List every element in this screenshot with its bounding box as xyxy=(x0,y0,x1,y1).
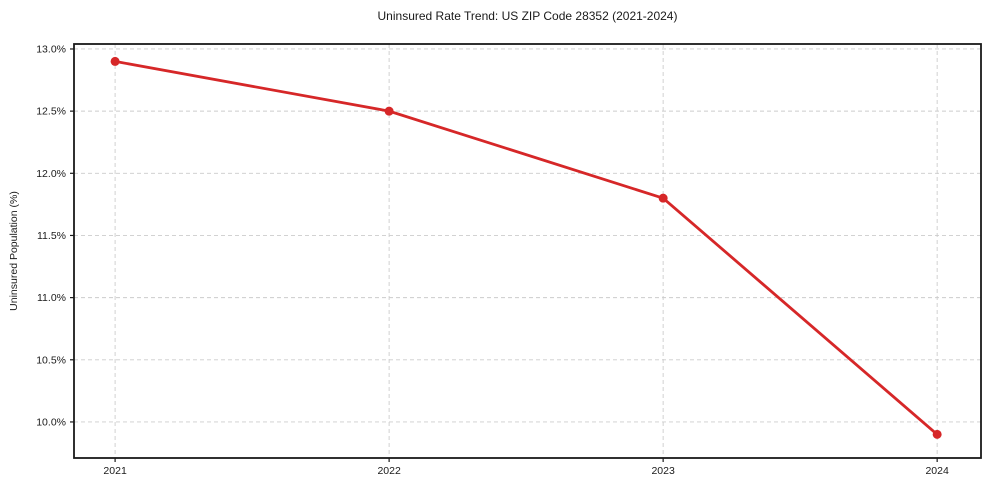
y-tick-label: 10.0% xyxy=(36,417,66,429)
y-tick-label: 11.5% xyxy=(37,230,66,242)
trend-line xyxy=(113,60,939,436)
y-tick-label: 12.5% xyxy=(36,106,66,118)
x-tick-label: 2022 xyxy=(377,465,401,477)
y-tick-label: 11.0% xyxy=(37,292,66,304)
plot-border xyxy=(73,43,982,459)
y-tick-label: 13.0% xyxy=(36,44,66,56)
y-tick-label: 10.5% xyxy=(36,354,66,366)
data-point xyxy=(658,193,668,203)
x-tick-label: 2024 xyxy=(925,465,949,477)
x-tick-label: 2021 xyxy=(103,465,127,477)
data-point xyxy=(932,429,942,439)
data-point xyxy=(384,106,394,116)
data-point xyxy=(110,56,120,66)
x-tick-label: 2023 xyxy=(651,465,675,477)
y-tick-label: 12.0% xyxy=(36,168,66,180)
chart-title: Uninsured Rate Trend: US ZIP Code 28352 … xyxy=(377,9,678,23)
